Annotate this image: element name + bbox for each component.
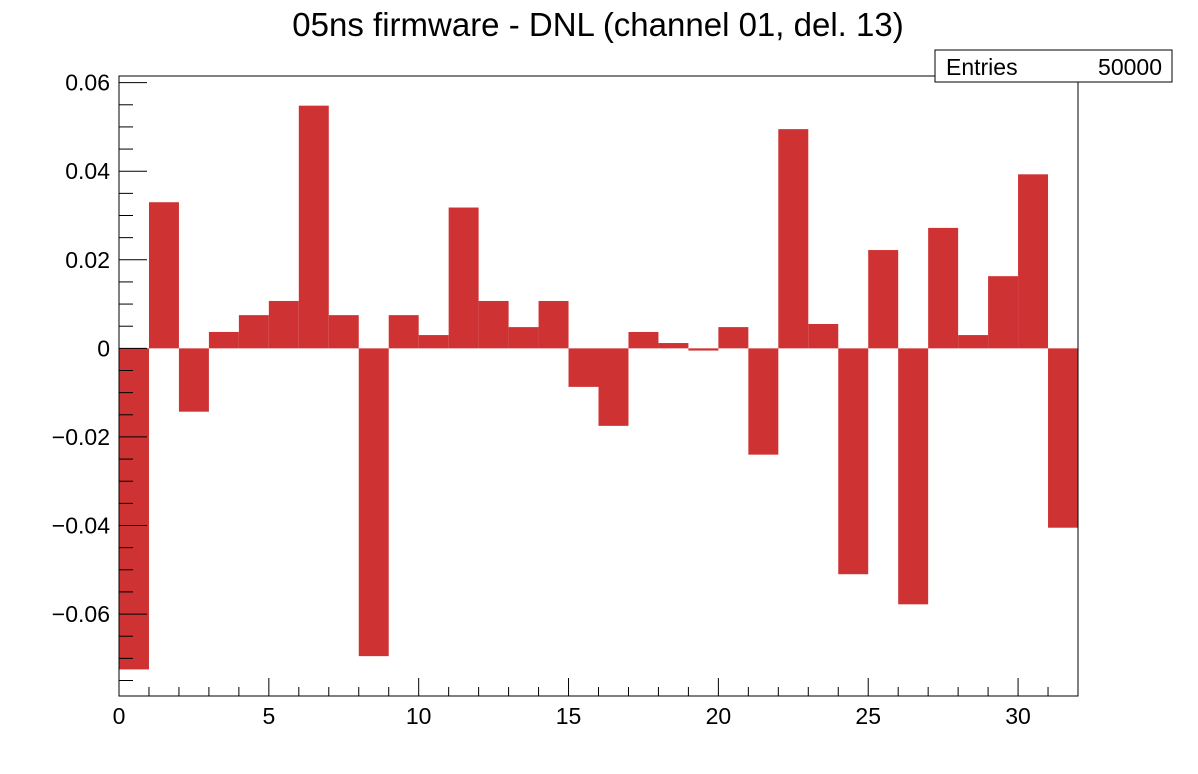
y-tick-label-4: 0.02 xyxy=(65,247,110,273)
bar-bin-3 xyxy=(208,331,239,349)
stats-box: Entries 50000 xyxy=(934,49,1173,83)
plot-frame xyxy=(118,75,1079,697)
bar-bin-25 xyxy=(868,250,899,349)
y-tick-label-2: −0.02 xyxy=(52,424,110,450)
bar-bin-13 xyxy=(508,327,539,349)
bar-bin-6 xyxy=(298,105,329,349)
bar-bin-27 xyxy=(928,227,959,349)
stats-box-border xyxy=(934,49,1173,83)
y-tick-labels: −0.06 −0.04 −0.02 0 0.02 0.04 0.06 xyxy=(52,70,110,627)
bar-bin-7 xyxy=(328,315,359,349)
y-tick-label-3: 0 xyxy=(97,335,110,361)
bar-bin-0 xyxy=(119,348,149,670)
bar-bin-28 xyxy=(958,335,989,349)
bar-bin-19 xyxy=(688,348,719,351)
bar-bin-22 xyxy=(778,129,809,349)
chart-title: 05ns firmware - DNL (channel 01, del. 13… xyxy=(292,6,903,43)
bar-bin-16 xyxy=(598,348,629,426)
stats-entries-value: 50000 xyxy=(1098,54,1162,80)
x-tick-label-6: 30 xyxy=(1005,703,1031,729)
bar-bin-11 xyxy=(448,207,479,349)
y-tick-label-0: −0.06 xyxy=(52,601,110,627)
x-tick-label-1: 5 xyxy=(262,703,275,729)
bar-bin-9 xyxy=(388,315,419,349)
bar-bin-4 xyxy=(238,315,269,349)
bar-bin-5 xyxy=(268,300,299,349)
bar-bin-21 xyxy=(748,348,779,455)
bar-bin-18 xyxy=(658,343,689,349)
bar-bin-1 xyxy=(148,202,179,349)
bar-bin-15 xyxy=(568,348,599,387)
bar-bin-10 xyxy=(418,335,449,349)
bar-bin-12 xyxy=(478,300,509,349)
stats-entries-label: Entries xyxy=(946,54,1018,80)
bar-bin-29 xyxy=(988,276,1019,349)
bar-bin-31 xyxy=(1048,348,1078,528)
x-tick-label-5: 25 xyxy=(855,703,881,729)
bar-bin-14 xyxy=(538,300,569,349)
bar-bin-20 xyxy=(718,327,749,349)
x-tick-label-4: 20 xyxy=(706,703,732,729)
bar-bin-2 xyxy=(178,348,209,412)
x-tick-label-0: 0 xyxy=(113,703,126,729)
ticks-group xyxy=(118,82,1079,696)
bar-bin-23 xyxy=(808,324,839,349)
bar-bin-17 xyxy=(628,331,659,349)
x-tick-label-2: 10 xyxy=(406,703,432,729)
bar-bin-24 xyxy=(838,348,869,575)
bar-bin-30 xyxy=(1018,174,1049,349)
bar-bin-26 xyxy=(898,348,929,605)
bar-bin-8 xyxy=(358,348,389,657)
bars-group xyxy=(119,105,1078,670)
y-tick-label-5: 0.04 xyxy=(65,158,110,184)
x-tick-label-3: 15 xyxy=(556,703,582,729)
y-tick-label-1: −0.04 xyxy=(52,513,110,539)
x-tick-labels: 0 5 10 15 20 25 30 xyxy=(113,703,1031,729)
y-tick-label-6: 0.06 xyxy=(65,70,110,96)
